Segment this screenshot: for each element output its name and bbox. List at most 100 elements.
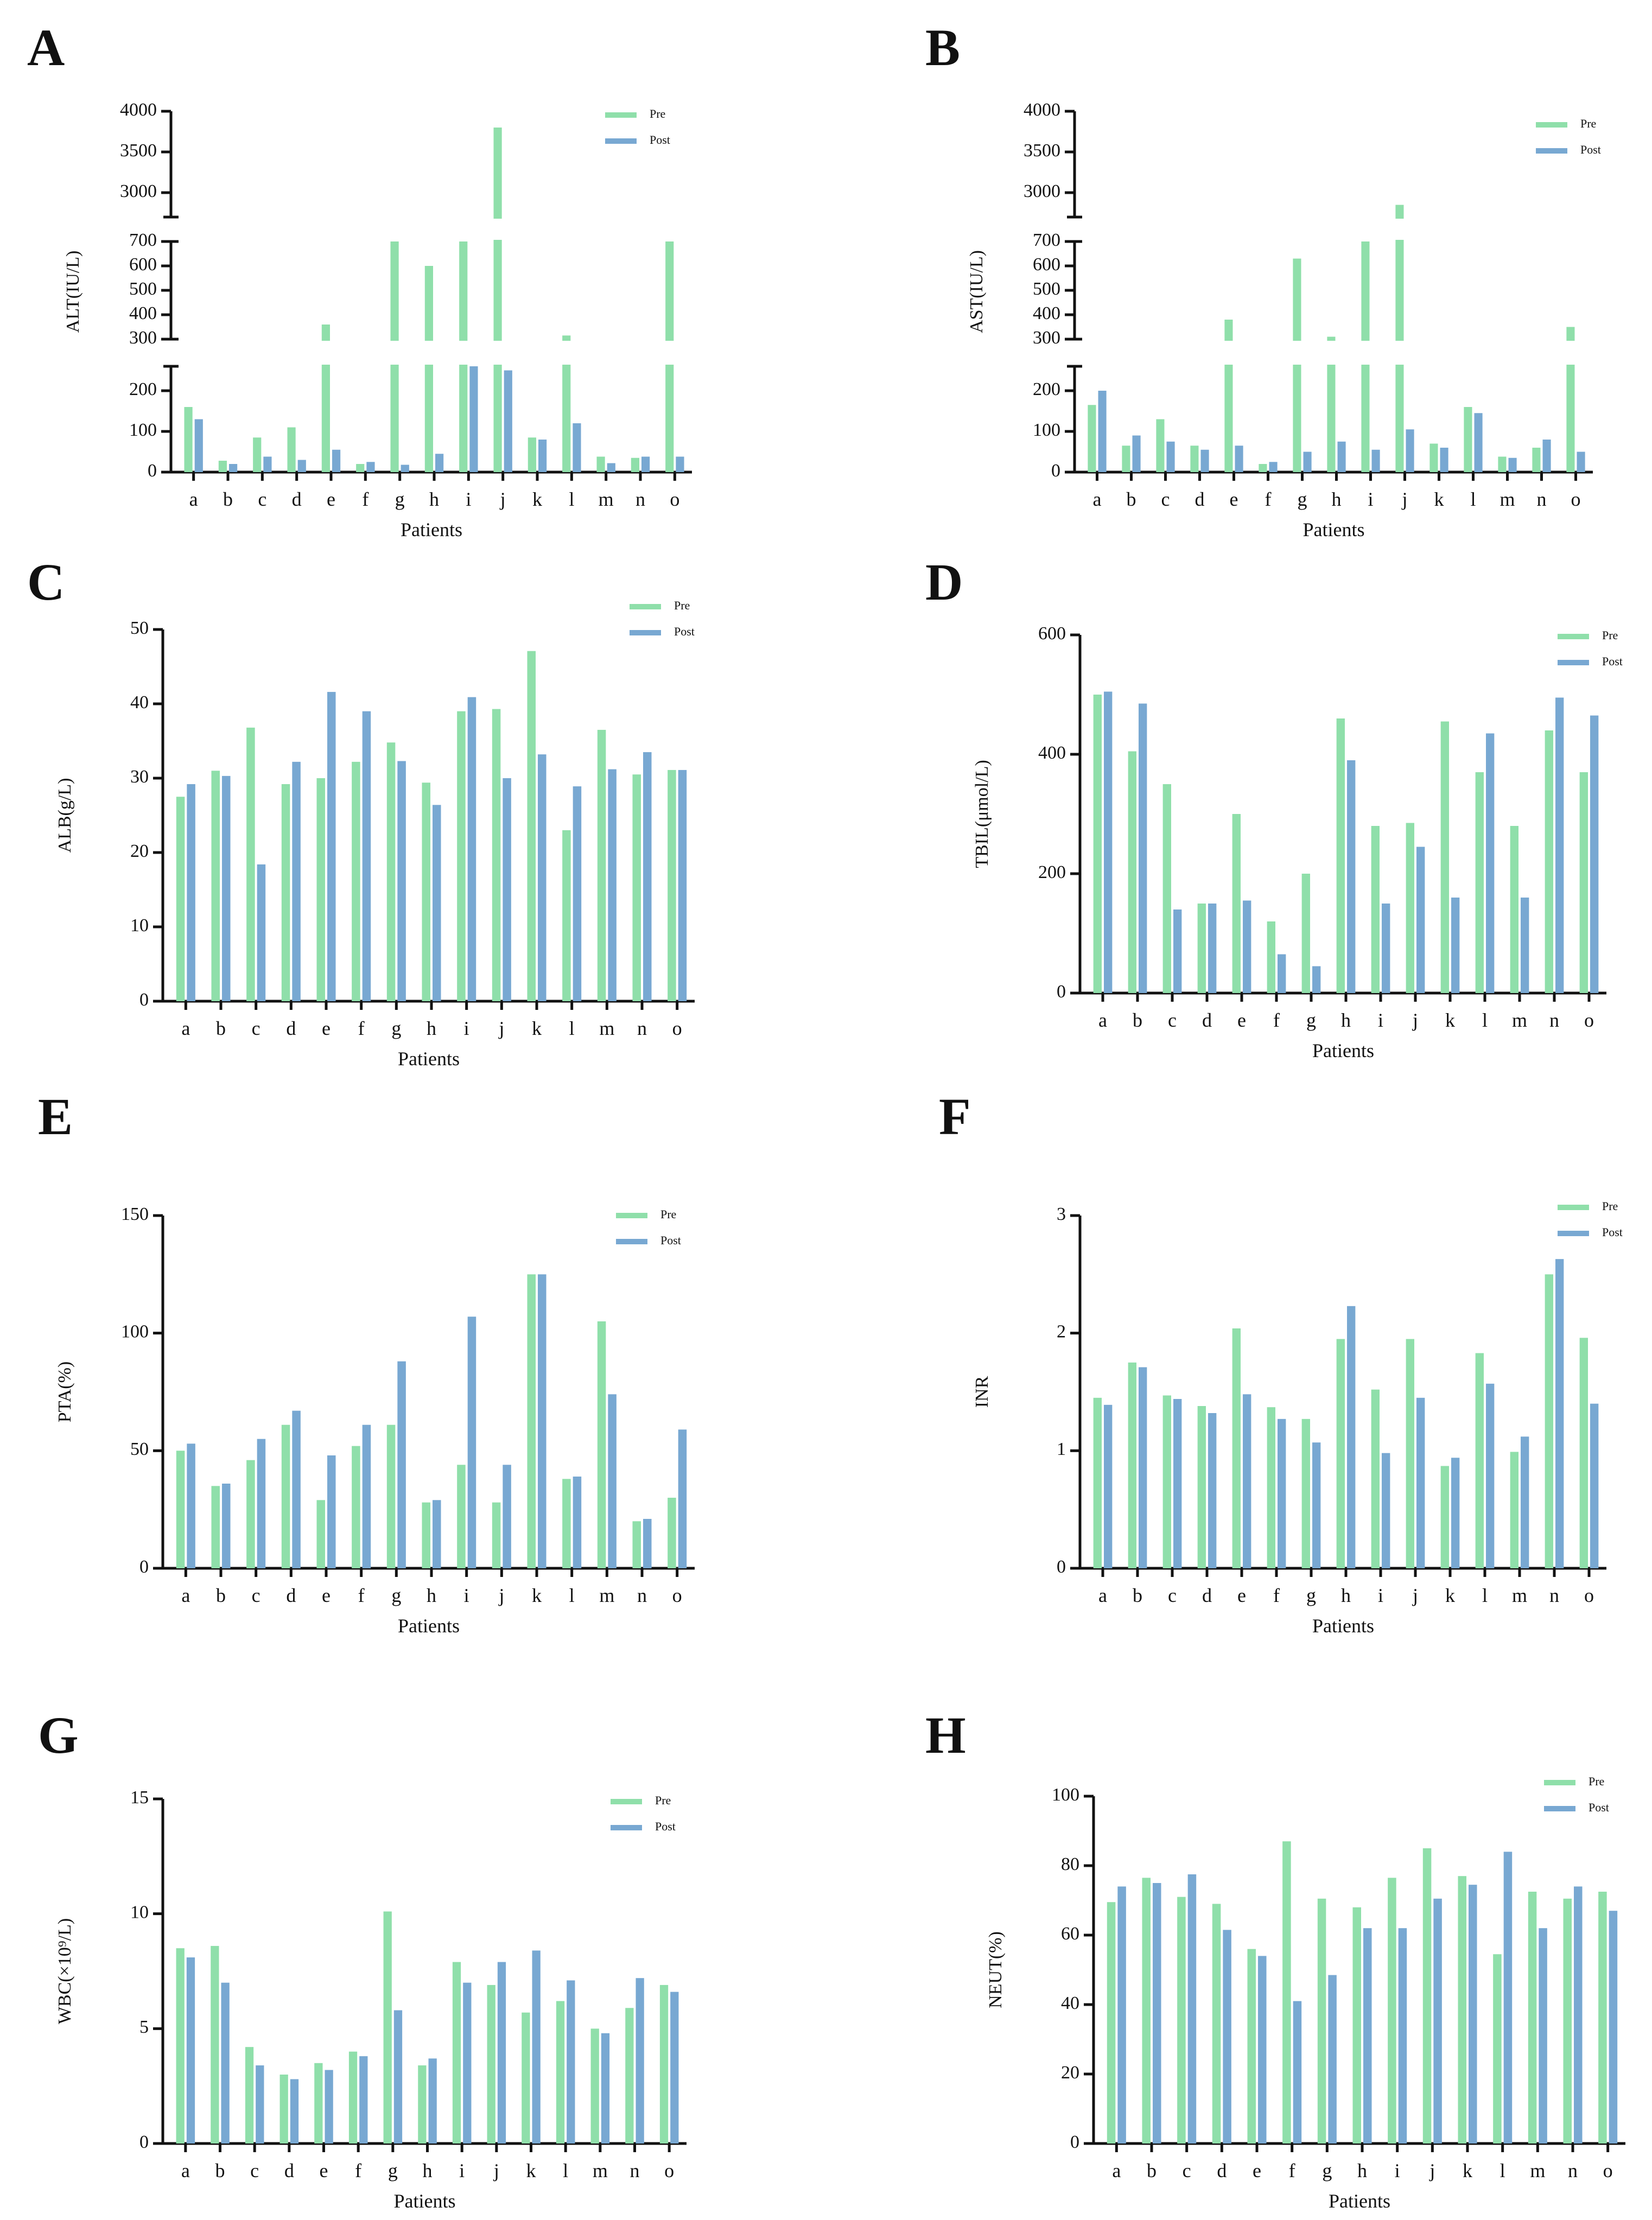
- bar-post-m: [1521, 1436, 1529, 1568]
- bar-pre-i: [452, 1962, 461, 2143]
- legend-label-post: Post: [1602, 654, 1623, 668]
- bar-pre-d: [1197, 904, 1206, 993]
- bar-post-j: [1433, 1898, 1442, 2143]
- bar-pre-d: [279, 2075, 288, 2143]
- x-tick-label: o: [1584, 1585, 1594, 1606]
- bar-post-g: [1303, 451, 1312, 472]
- bar-post-h: [433, 805, 441, 1001]
- bar-post-e: [325, 2070, 333, 2143]
- bar-pre-c: [245, 2047, 254, 2143]
- chart-panel-d: D 0 200 400 600 a b c d e f g h i j k l m n o Patients TBIL(μ…: [925, 553, 1623, 1061]
- bar-pre-k: [527, 1274, 536, 1568]
- x-tick-label: o: [664, 2160, 674, 2181]
- bar-pre-f: [352, 761, 360, 1001]
- bar-post-l: [1486, 1383, 1495, 1568]
- x-tick-label: i: [1368, 488, 1373, 510]
- bar-pre-l: [562, 335, 571, 472]
- axis-break-gap: [173, 219, 694, 240]
- y-tick-label: 700: [129, 230, 157, 250]
- y-tick-label: 10: [130, 915, 149, 936]
- y-tick-label: 80: [1061, 1854, 1079, 1874]
- y-tick-label: 3000: [120, 181, 157, 201]
- x-tick-label: e: [322, 1585, 331, 1606]
- x-tick-label: b: [215, 2160, 225, 2181]
- bar-post-o: [678, 769, 687, 1001]
- y-tick-label: 5: [139, 2017, 149, 2037]
- bar-post-i: [469, 366, 478, 472]
- bar-pre-m: [596, 456, 605, 472]
- bar-post-l: [1474, 413, 1483, 472]
- bar-pre-l: [562, 830, 571, 1001]
- y-tick-label: 400: [129, 303, 157, 323]
- x-tick-label: h: [1341, 1009, 1351, 1031]
- bar-post-b: [222, 775, 231, 1001]
- bar-post-k: [532, 1950, 541, 2143]
- y-tick-label: 40: [1061, 1993, 1079, 2013]
- bar-post-g: [1328, 1975, 1337, 2143]
- bar-pre-g: [386, 742, 396, 1001]
- bar-post-c: [1187, 1874, 1197, 2143]
- y-tick-label: 300: [1033, 328, 1060, 348]
- bar-post-m: [608, 1394, 617, 1568]
- x-axis-title: Patients: [1329, 2190, 1390, 2212]
- bar-post-a: [187, 1443, 195, 1568]
- bar-post-j: [504, 370, 512, 472]
- legend-label-pre: Pre: [650, 107, 665, 120]
- bar-pre-e: [314, 2063, 323, 2143]
- bar-pre-m: [1510, 826, 1518, 993]
- bar-pre-l: [556, 2001, 565, 2143]
- bar-post-d: [1200, 449, 1209, 472]
- bar-post-g: [393, 2010, 403, 2143]
- legend-label-pre: Pre: [674, 599, 690, 612]
- bar-pre-a: [184, 407, 193, 472]
- chart-panel-g: G 0 5 10 15 a b c d e f g h i j k l m n o Patients WBC(×10⁹/L…: [38, 1706, 687, 2212]
- x-tick-label: d: [1217, 2160, 1227, 2181]
- x-tick-label: g: [391, 1017, 401, 1039]
- bar-post-l: [573, 786, 582, 1001]
- y-tick-label: 0: [1057, 1557, 1066, 1577]
- bar-post-c: [263, 456, 272, 472]
- bar-pre-c: [253, 437, 262, 472]
- bar-pre-f: [1267, 921, 1275, 993]
- y-axis-title: INR: [972, 1376, 992, 1408]
- x-tick-label: m: [599, 1017, 614, 1039]
- bar-post-i: [1398, 1928, 1407, 2143]
- bar-post-k: [1451, 1458, 1460, 1568]
- bar-post-f: [362, 711, 371, 1001]
- x-tick-label: i: [464, 1017, 469, 1039]
- x-tick-label: a: [1112, 2160, 1121, 2181]
- y-tick-label: 200: [129, 379, 157, 399]
- bar-post-e: [332, 449, 341, 472]
- x-tick-label: e: [1230, 488, 1238, 510]
- y-tick-label: 0: [139, 1557, 149, 1577]
- x-tick-label: d: [1195, 488, 1205, 510]
- legend-label-pre: Pre: [660, 1207, 676, 1221]
- bar-post-a: [1104, 1404, 1113, 1568]
- y-tick-label: 100: [1052, 1785, 1079, 1805]
- x-tick-label: l: [1482, 1009, 1488, 1031]
- bar-pre-a: [1088, 405, 1096, 472]
- x-tick-label: c: [1183, 2160, 1191, 2181]
- bar-pre-o: [668, 769, 676, 1001]
- bar-pre-l: [1475, 1353, 1484, 1568]
- x-tick-label: g: [395, 488, 405, 510]
- bar-post-k: [1451, 898, 1460, 993]
- x-tick-label: b: [1133, 1009, 1142, 1031]
- bar-pre-n: [632, 1521, 641, 1568]
- bar-pre-b: [211, 1945, 219, 2143]
- bar-post-g: [1312, 966, 1321, 993]
- y-tick-label: 4000: [120, 100, 157, 120]
- bar-pre-c: [1156, 419, 1165, 472]
- x-tick-label: n: [1549, 1585, 1559, 1606]
- bar-pre-f: [1267, 1407, 1275, 1568]
- bar-pre-o: [668, 1498, 676, 1568]
- bar-pre-b: [211, 1486, 220, 1568]
- bar-pre-o: [659, 1984, 669, 2143]
- y-tick-label: 600: [1038, 624, 1066, 644]
- bar-post-d: [1208, 1413, 1217, 1568]
- bar-post-h: [1347, 1306, 1356, 1568]
- panel-letter: B: [925, 18, 960, 77]
- bar-post-a: [187, 784, 195, 1001]
- bar-pre-e: [1232, 1328, 1241, 1568]
- bar-post-f: [1278, 954, 1286, 993]
